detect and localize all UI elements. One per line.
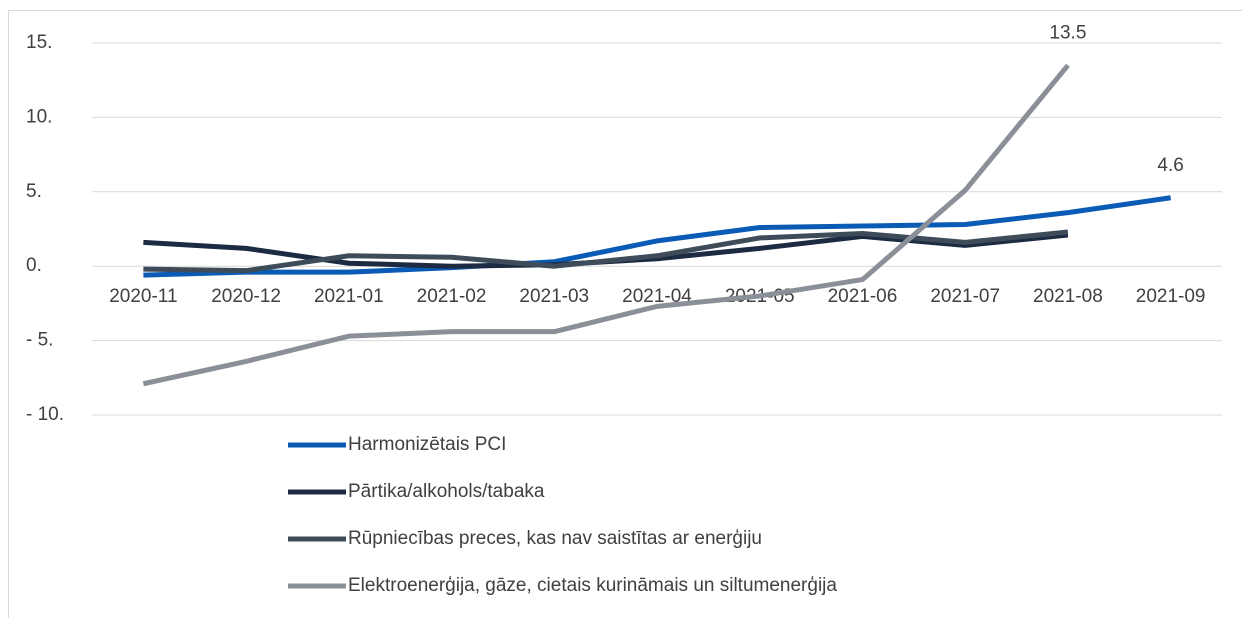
x-tick-label: 2020-11: [109, 286, 177, 307]
y-tick-label: 0.: [26, 255, 42, 276]
x-tick-label: 2021-01: [314, 286, 384, 307]
data-label: 4.6: [1157, 155, 1183, 176]
y-tick-label: 15.: [26, 32, 52, 53]
chart-frame: [8, 10, 1242, 618]
series-line: [143, 195, 1171, 278]
x-tick-label: 2021-02: [417, 286, 487, 307]
series-line: [142, 63, 1070, 387]
y-tick-label: - 5.: [26, 330, 53, 351]
legend-label: Harmonizētais PCI: [348, 434, 506, 455]
x-tick-label: 2021-09: [1136, 286, 1206, 307]
legend-label: Pārtika/alkohols/tabaka: [348, 481, 545, 502]
x-tick-label: 2021-04: [622, 286, 692, 307]
y-tick-label: - 10.: [26, 404, 64, 425]
legend-label: Rūpniecības preces, kas nav saistītas ar…: [348, 528, 762, 549]
data-label: 13.5: [1049, 22, 1086, 43]
x-tick-label: 2021-06: [828, 286, 898, 307]
x-tick-label: 2021-07: [930, 286, 1000, 307]
x-tick-label: 2021-03: [519, 286, 589, 307]
x-tick-label: 2021-08: [1033, 286, 1103, 307]
y-tick-label: 10.: [26, 106, 52, 127]
y-tick-label: 5.: [26, 181, 42, 202]
x-tick-label: 2020-12: [211, 286, 281, 307]
legend-label: Elektroenerģija, gāze, cietais kurināmai…: [348, 575, 837, 596]
